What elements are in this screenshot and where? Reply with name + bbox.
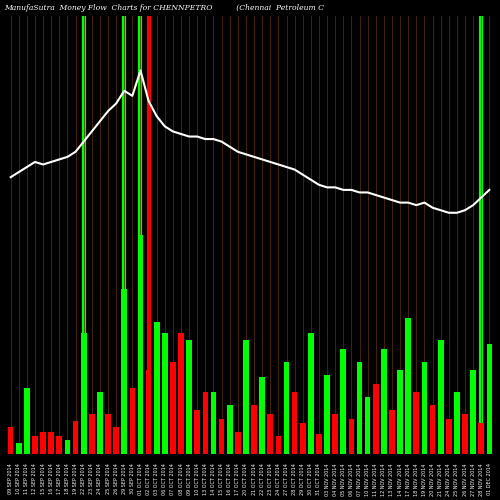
- Bar: [8, 428, 14, 454]
- Bar: [194, 410, 200, 454]
- Bar: [89, 414, 94, 454]
- Bar: [114, 428, 119, 454]
- Bar: [154, 322, 160, 454]
- Bar: [24, 388, 30, 454]
- Bar: [430, 406, 436, 454]
- Bar: [398, 370, 403, 454]
- Bar: [178, 333, 184, 454]
- Bar: [40, 432, 46, 454]
- Bar: [284, 362, 290, 454]
- Bar: [332, 414, 338, 454]
- Bar: [260, 377, 265, 454]
- Bar: [406, 318, 411, 454]
- Bar: [72, 421, 78, 454]
- Bar: [48, 432, 54, 454]
- Bar: [292, 392, 298, 454]
- Bar: [373, 384, 378, 454]
- Bar: [130, 388, 135, 454]
- Bar: [356, 362, 362, 454]
- Bar: [276, 436, 281, 454]
- Text: ManufaSutra  Money Flow  Charts for CHENNPETRO          (Chennai  Petroleum C: ManufaSutra Money Flow Charts for CHENNP…: [4, 4, 324, 12]
- Bar: [348, 418, 354, 454]
- Bar: [81, 333, 86, 454]
- Bar: [64, 440, 70, 454]
- Bar: [105, 414, 111, 454]
- Bar: [422, 362, 428, 454]
- Bar: [227, 406, 232, 454]
- Bar: [210, 392, 216, 454]
- Bar: [454, 392, 460, 454]
- Bar: [381, 348, 386, 454]
- Bar: [32, 436, 38, 454]
- Bar: [219, 418, 224, 454]
- Bar: [308, 333, 314, 454]
- Bar: [202, 392, 208, 454]
- Bar: [316, 434, 322, 454]
- Bar: [446, 418, 452, 454]
- Bar: [340, 348, 346, 454]
- Bar: [122, 290, 127, 454]
- Bar: [170, 362, 176, 454]
- Bar: [268, 414, 273, 454]
- Bar: [414, 392, 419, 454]
- Bar: [138, 234, 143, 454]
- Bar: [146, 370, 152, 454]
- Bar: [243, 340, 249, 454]
- Bar: [97, 392, 102, 454]
- Bar: [251, 406, 257, 454]
- Bar: [186, 340, 192, 454]
- Bar: [389, 410, 395, 454]
- Bar: [16, 442, 22, 454]
- Bar: [365, 396, 370, 454]
- Bar: [324, 375, 330, 454]
- Bar: [470, 370, 476, 454]
- Bar: [56, 436, 62, 454]
- Bar: [438, 340, 444, 454]
- Bar: [235, 432, 240, 454]
- Bar: [462, 414, 468, 454]
- Bar: [486, 344, 492, 454]
- Bar: [162, 333, 168, 454]
- Bar: [478, 423, 484, 454]
- Bar: [300, 423, 306, 454]
